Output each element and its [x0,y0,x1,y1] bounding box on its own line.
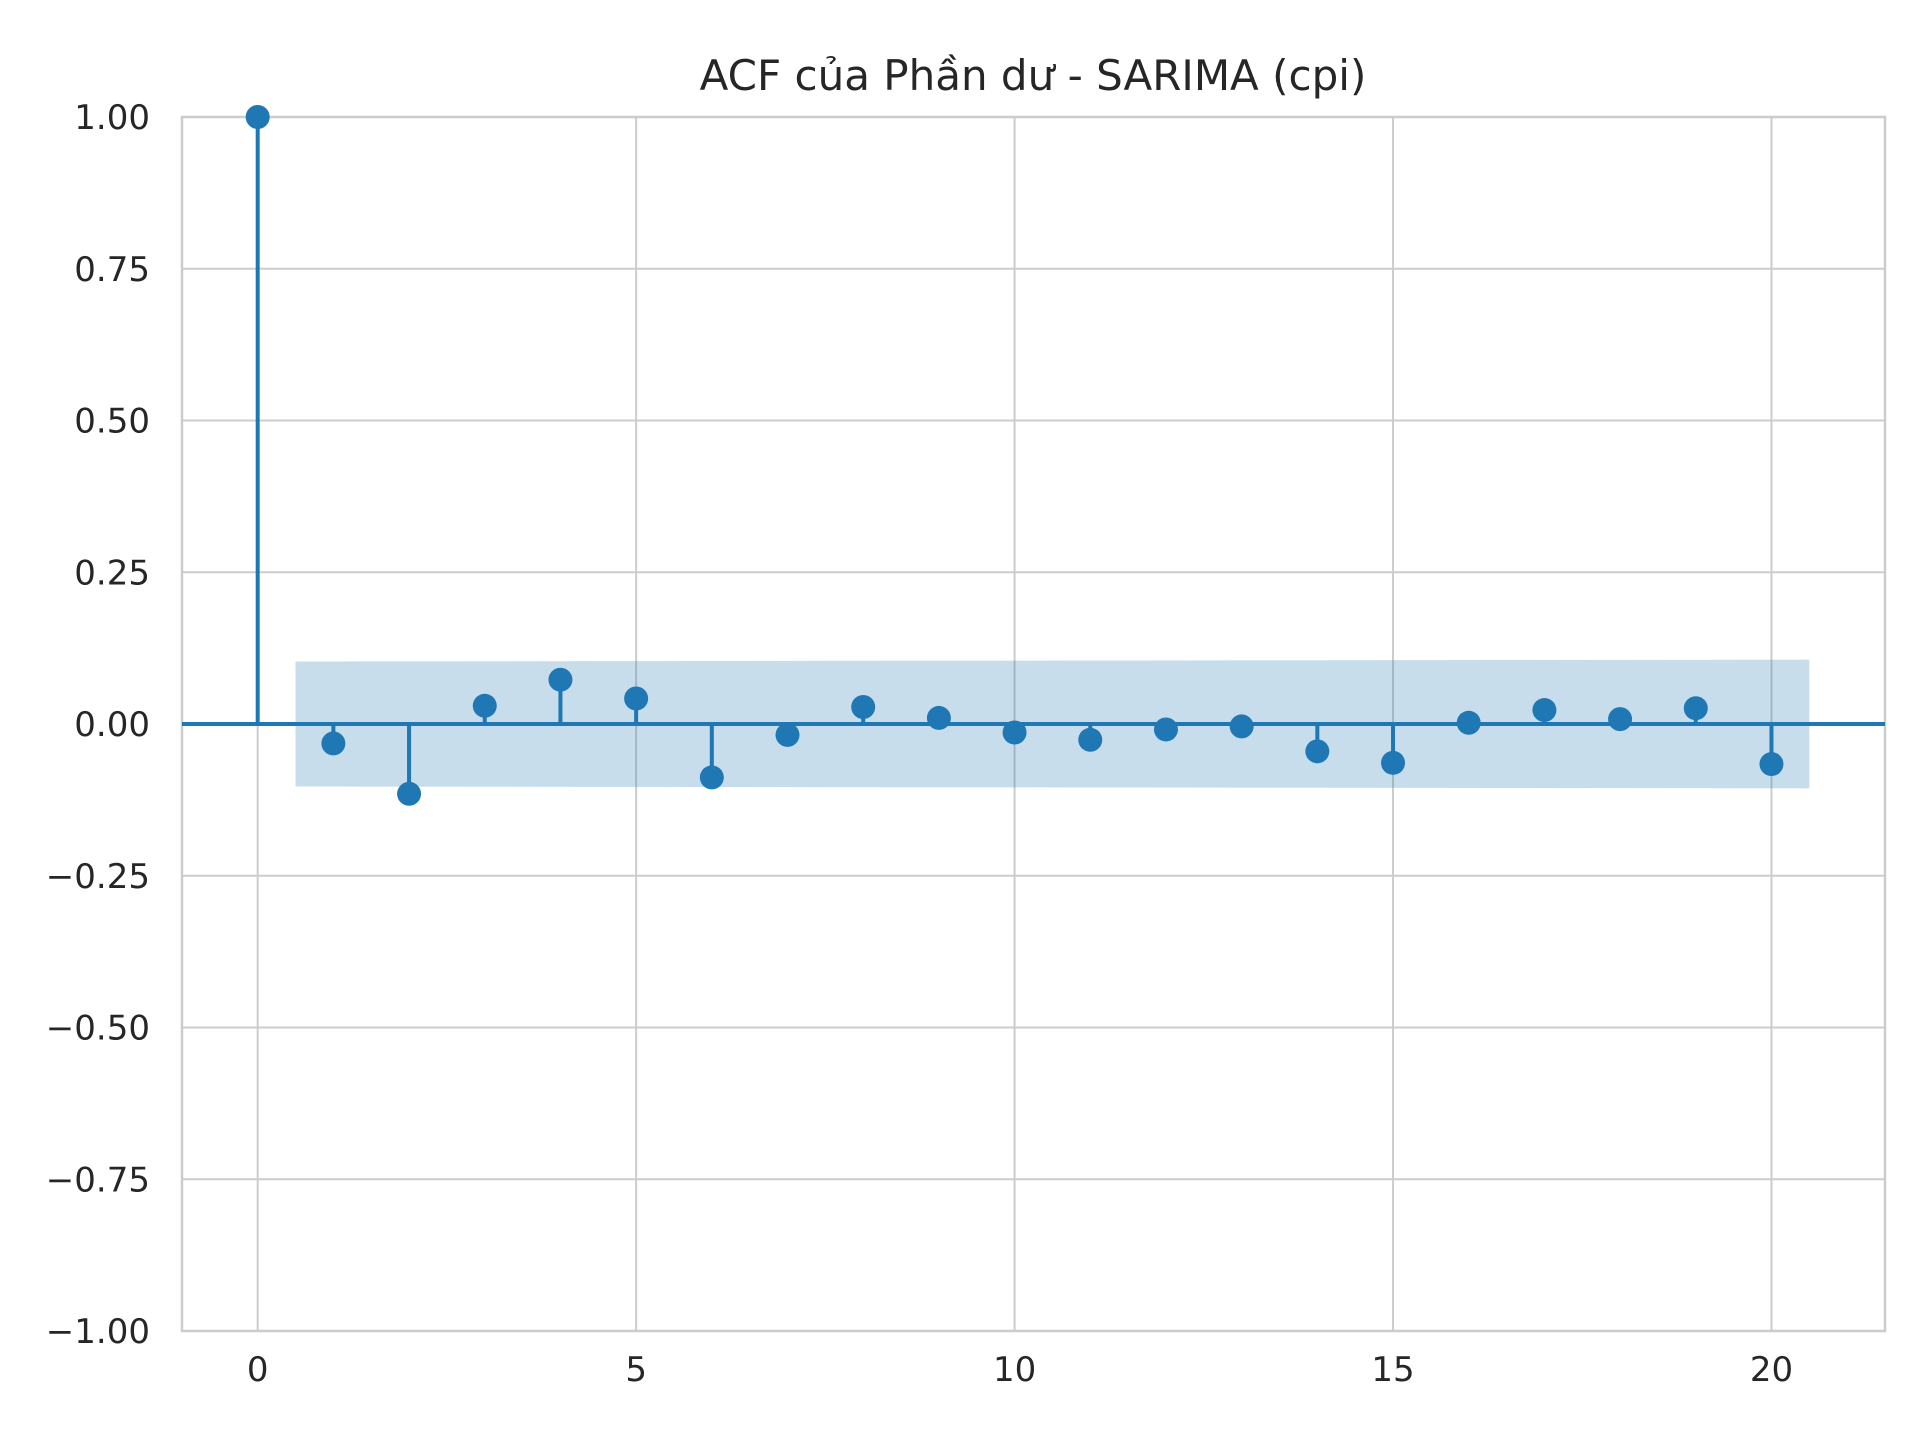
acf-marker [245,105,270,129]
acf-marker [1532,698,1557,723]
y-tick-label: −0.25 [46,857,150,897]
y-tick-label: 0.25 [74,553,150,593]
acf-marker [775,722,800,747]
y-tick-label: −0.50 [46,1009,150,1049]
acf-marker [1229,714,1254,739]
x-tick-label: 15 [1371,1350,1414,1390]
acf-marker [472,693,497,718]
x-tick-label: 10 [993,1350,1036,1390]
acf-marker [1608,707,1633,732]
acf-marker [397,781,422,806]
acf-marker [1153,717,1178,742]
acf-marker [321,731,346,756]
acf-marker [624,686,649,711]
chart-title: ACF của Phần dư - SARIMA (cpi) [700,51,1367,100]
tick-labels: 0 5 10 15 20 1.00 0.75 0.50 0.25 0.00 −0.25 −0.50 −0… [46,98,1793,1390]
y-tick-label: 1.00 [74,98,150,138]
acf-marker [699,765,724,790]
acf-marker [1305,739,1330,764]
acf-marker [851,695,876,720]
y-tick-label: 0.75 [74,250,150,290]
x-tick-label: 5 [625,1350,647,1390]
stem-series [182,105,1885,806]
acf-marker [1683,696,1708,721]
acf-marker [1456,710,1481,735]
acf-marker [926,705,951,730]
y-tick-label: 0.00 [74,705,150,745]
x-tick-label: 0 [247,1350,269,1390]
acf-marker [1002,720,1027,745]
y-tick-label: −1.00 [46,1312,150,1352]
acf-marker [1759,752,1784,777]
acf-marker [548,667,573,692]
y-tick-label: 0.50 [74,402,150,442]
acf-marker [1381,750,1406,775]
acf-marker [1078,727,1103,752]
y-tick-label: −0.75 [46,1160,150,1200]
x-tick-label: 20 [1750,1350,1793,1390]
